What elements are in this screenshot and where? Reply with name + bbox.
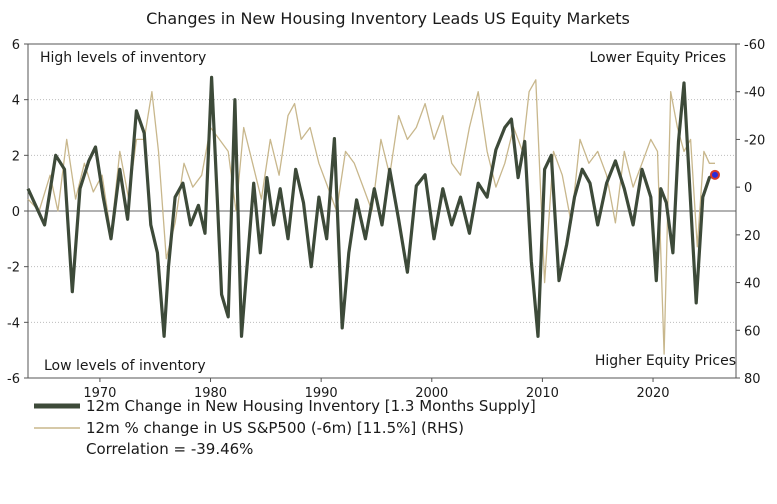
chart-title: Changes in New Housing Inventory Leads U…	[146, 9, 630, 28]
right-axis: -60 -40 -20 0 20 40 60 80	[736, 38, 765, 387]
x-tick-label: 1980	[194, 386, 227, 401]
legend-label-inventory: 12m Change in New Housing Inventory [1.3…	[86, 397, 536, 415]
legend: 12m Change in New Housing Inventory [1.3…	[34, 397, 536, 458]
x-axis: 1970 1980 1990 2000 2010 2020	[83, 378, 670, 401]
latest-value-marker	[709, 169, 720, 180]
series-layer	[26, 75, 716, 355]
left-tick-label: 2	[12, 149, 20, 164]
left-tick-label: -4	[7, 316, 20, 331]
right-tick-label: -60	[744, 38, 765, 53]
right-tick-label: 0	[744, 181, 752, 196]
right-tick-label: 20	[744, 229, 761, 244]
series-line-inventory	[26, 75, 716, 338]
x-tick-label: 1990	[305, 386, 338, 401]
x-tick-label: 2020	[636, 386, 669, 401]
series-line-sp500	[27, 79, 715, 355]
annotation-top-right: Lower Equity Prices	[589, 50, 726, 66]
legend-label-sp500: 12m % change in US S&P500 (-6m) [11.5%] …	[86, 419, 464, 437]
right-tick-label: 60	[744, 324, 761, 339]
right-tick-label: -20	[744, 133, 765, 148]
left-tick-label: -2	[7, 261, 20, 276]
annotation-bottom-left: Low levels of inventory	[44, 358, 206, 374]
left-tick-label: 4	[12, 94, 20, 109]
right-tick-label: 80	[744, 372, 761, 387]
legend-correlation: Correlation = -39.46%	[86, 440, 253, 458]
right-tick-label: 40	[744, 277, 761, 292]
annotation-top-left: High levels of inventory	[40, 50, 206, 66]
left-tick-label: -6	[7, 372, 20, 387]
left-tick-label: 6	[12, 38, 20, 53]
right-tick-label: -40	[744, 86, 765, 101]
left-axis: -6 -4 -2 0 2 4 6	[7, 38, 28, 387]
x-tick-label: 2000	[415, 386, 448, 401]
annotation-bottom-right: Higher Equity Prices	[595, 353, 736, 369]
left-tick-label: 0	[12, 205, 20, 220]
x-tick-label: 2010	[526, 386, 559, 401]
x-tick-label: 1970	[83, 386, 116, 401]
